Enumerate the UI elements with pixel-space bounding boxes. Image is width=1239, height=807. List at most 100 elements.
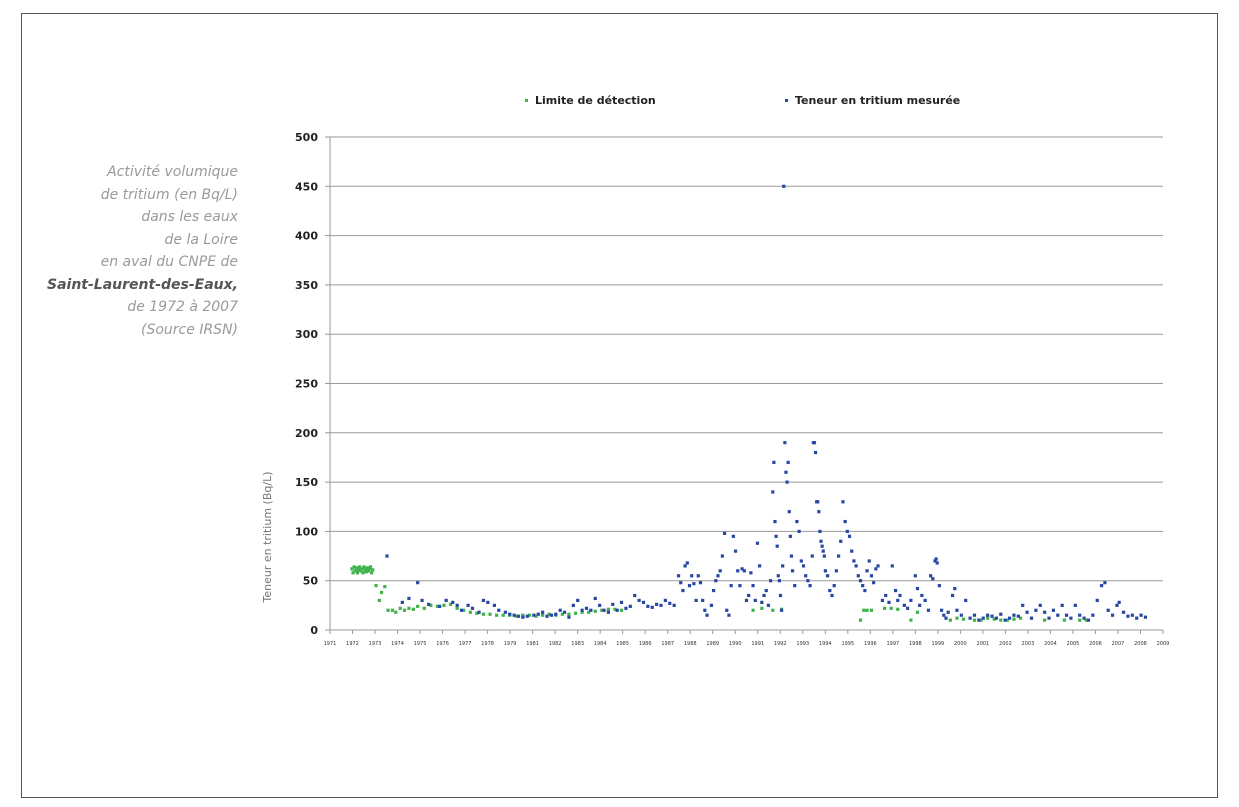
data-point: [703, 608, 707, 612]
x-tick-label: 2006: [1089, 641, 1102, 647]
data-point: [712, 588, 716, 593]
data-point: [858, 618, 863, 622]
data-point: [992, 617, 996, 621]
data-point: [781, 564, 785, 568]
data-point: [817, 510, 821, 514]
data-point: [549, 613, 554, 617]
data-point: [624, 606, 628, 610]
data-point: [843, 519, 847, 524]
data-point: [386, 608, 390, 612]
data-point: [477, 610, 481, 614]
data-point: [357, 565, 362, 569]
data-point: [422, 606, 426, 610]
x-tick-label: 1989: [706, 641, 719, 647]
data-point: [1025, 610, 1029, 614]
data-point: [560, 612, 564, 616]
x-tick-label: 2003: [1022, 641, 1035, 647]
data-point: [810, 554, 814, 558]
data-point: [861, 584, 865, 588]
data-point: [1139, 613, 1143, 617]
legend-marker: [525, 99, 528, 102]
data-point: [690, 574, 694, 578]
data-point: [1062, 618, 1066, 622]
data-point: [1091, 613, 1095, 617]
data-point: [451, 600, 455, 604]
y-tick-label: 200: [295, 427, 318, 440]
data-point: [571, 603, 575, 607]
data-point: [593, 596, 597, 601]
data-point: [968, 616, 972, 620]
caption-source: (Source IRSN): [141, 321, 238, 338]
data-point: [455, 606, 459, 610]
data-point: [650, 605, 654, 609]
data-point: [999, 618, 1003, 622]
data-point: [628, 604, 632, 608]
data-point: [760, 600, 764, 604]
figure-caption: Activité volumique de tritium (en Bq/L) …: [40, 161, 238, 341]
data-point: [606, 610, 610, 614]
data-point: [1016, 614, 1020, 618]
data-point: [847, 534, 852, 538]
data-point: [455, 603, 459, 607]
x-tick-label: 1973: [369, 641, 382, 647]
data-point: [1012, 613, 1016, 617]
data-point: [793, 584, 797, 588]
y-axis-label: Teneur en tritium (Bq/L): [261, 472, 274, 604]
data-point: [377, 598, 381, 603]
data-point: [655, 602, 659, 606]
x-tick-label: 1977: [459, 641, 472, 647]
data-point: [867, 559, 871, 563]
data-point: [839, 539, 843, 543]
data-point: [858, 579, 863, 583]
data-point: [909, 618, 913, 622]
data-point: [744, 598, 749, 603]
gridlines: [329, 136, 1163, 631]
data-point: [850, 549, 854, 553]
data-point: [619, 600, 624, 604]
data-point: [525, 614, 529, 618]
data-point: [1047, 616, 1051, 620]
data-point: [979, 618, 983, 622]
data-point: [470, 606, 475, 610]
data-point: [512, 613, 516, 617]
y-tick-label: 0: [310, 624, 318, 637]
data-point: [1117, 600, 1121, 604]
data-point: [1100, 584, 1104, 588]
data-point: [909, 598, 913, 603]
data-point: [836, 554, 841, 558]
data-point: [692, 582, 696, 586]
data-point: [755, 541, 760, 545]
data-point: [955, 616, 959, 620]
data-point: [797, 529, 801, 533]
data-point: [777, 579, 781, 583]
data-point: [808, 584, 812, 588]
data-point: [948, 618, 952, 622]
data-point: [716, 574, 720, 578]
data-point: [720, 554, 724, 558]
y-tick-label: 300: [295, 328, 318, 341]
y-axis-ticks: 0 50 100 150 200 250 300 350 400 450 500: [295, 131, 330, 637]
data-point: [694, 598, 698, 603]
data-point: [906, 606, 910, 610]
data-point: [769, 579, 773, 583]
data-point: [929, 574, 933, 578]
data-point: [749, 571, 753, 575]
data-point: [1073, 603, 1077, 607]
data-point: [863, 588, 867, 593]
data-point: [896, 607, 900, 611]
data-point: [503, 610, 507, 614]
legend-marker: [785, 99, 788, 102]
data-point: [819, 539, 823, 543]
data-point: [782, 184, 786, 188]
data-point: [1034, 608, 1038, 612]
data-point: [725, 608, 729, 612]
y-tick-label: 250: [295, 378, 318, 391]
data-point: [915, 586, 920, 591]
x-tick-label: 1985: [616, 641, 629, 647]
data-point: [352, 565, 356, 569]
caption-line: dans les eaux: [141, 209, 238, 225]
legend-label: Teneur en tritium mesurée: [795, 94, 960, 107]
data-point: [923, 598, 927, 603]
data-point: [813, 450, 818, 455]
data-point: [852, 559, 856, 563]
